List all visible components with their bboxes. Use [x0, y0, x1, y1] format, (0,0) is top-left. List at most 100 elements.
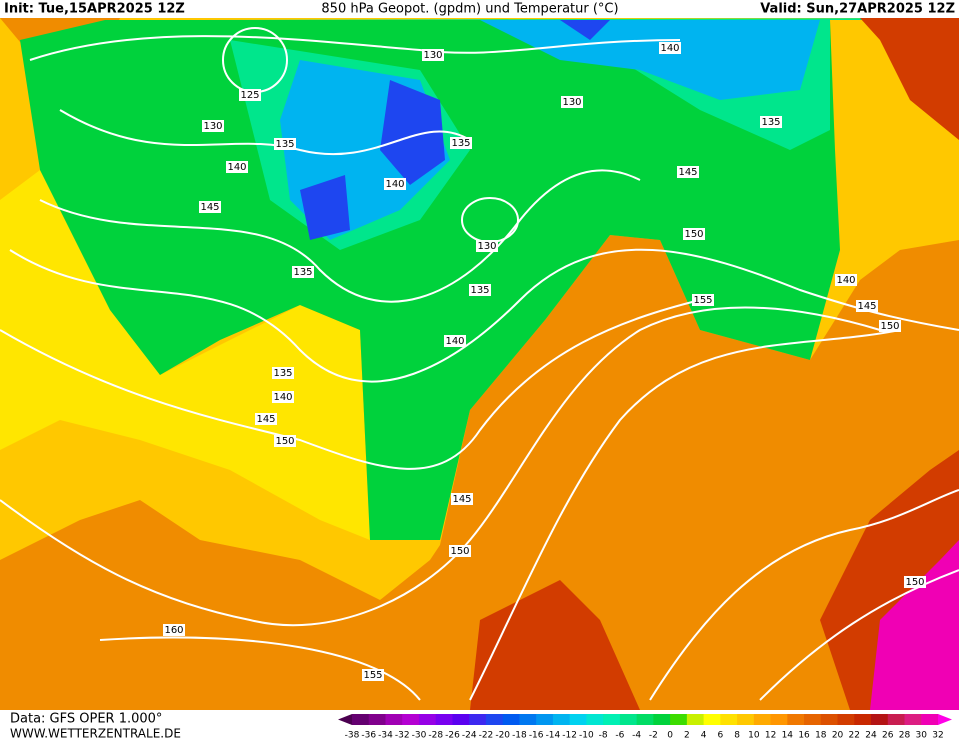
contour-label: 145	[857, 301, 876, 312]
contour-label: 135	[273, 368, 292, 379]
contour-label-box	[274, 435, 296, 447]
contour-label: 140	[445, 336, 464, 347]
colorbar-label: 28	[899, 731, 911, 741]
colorbar-swatch	[603, 714, 621, 725]
contour-label-box	[255, 413, 277, 425]
contour-label-box	[239, 89, 261, 101]
colorbar-label: -2	[649, 731, 658, 741]
colorbar: -38 -36 -34 -32 -30 -28 -26 -24 -22 -20 -18 -16 -14-…	[338, 714, 952, 741]
colorbar-label: -24	[462, 731, 477, 741]
colorbar-label: -22	[479, 731, 494, 741]
contour-label-box	[451, 493, 473, 505]
colorbar-swatch	[904, 714, 922, 725]
colorbar-swatch	[502, 714, 520, 725]
contour-label-box	[659, 42, 681, 54]
contour-labels: 1301251301351401451351401351301401351451…	[163, 42, 926, 681]
colorbar-swatch	[619, 714, 638, 725]
contour-label: 140	[227, 162, 246, 173]
contour-label: 150	[275, 436, 294, 447]
colorbar-label: 2	[684, 731, 690, 741]
contour-label-box	[692, 294, 714, 306]
colorbar-arrow	[338, 714, 352, 725]
colorbar-label: 6	[717, 731, 723, 741]
colorbar-label: -36	[361, 731, 376, 741]
website: WWW.WETTERZENTRALE.DE	[10, 727, 181, 741]
contour-label-box	[226, 161, 248, 173]
colorbar-swatch	[385, 714, 403, 725]
colorbar-swatch	[586, 714, 604, 725]
contour-label: 125	[240, 90, 259, 101]
colorbar-swatch	[820, 714, 839, 725]
contour-label: 140	[273, 392, 292, 403]
colorbar-swatch	[469, 714, 487, 725]
colorbar-swatch	[485, 714, 504, 725]
colorbar-swatch	[636, 714, 654, 725]
header-bar	[0, 0, 959, 18]
colorbar-swatch	[418, 714, 437, 725]
contour-label-box	[274, 138, 296, 150]
contour-label-box	[856, 300, 878, 312]
colorbar-swatch	[352, 714, 370, 725]
contour-label: 145	[256, 414, 275, 425]
contour-label-box	[904, 576, 926, 588]
colorbar-swatch	[452, 714, 470, 725]
contour-label-box	[469, 284, 491, 296]
contour-label: 135	[293, 267, 312, 278]
valid-time: Valid: Sun,27APR2025 12Z	[760, 2, 955, 17]
colorbar-label: -32	[395, 731, 410, 741]
colorbar-swatch	[921, 714, 939, 725]
contour-label: 155	[693, 295, 712, 306]
colorbar-label: -20	[495, 731, 510, 741]
contour-label: 140	[660, 43, 679, 54]
contour-label: 135	[451, 138, 470, 149]
contour-label-box	[561, 96, 583, 108]
colorbar-swatch	[737, 714, 755, 725]
colorbar-label: -4	[632, 731, 641, 741]
contour-label-box	[163, 624, 185, 636]
colorbar-swatch	[569, 714, 587, 725]
colorbar-swatch	[887, 714, 906, 725]
colorbar-swatch	[854, 714, 872, 725]
contour-label-box	[362, 669, 384, 681]
colorbar-label: -34	[378, 731, 393, 741]
colorbar-label: 22	[849, 731, 860, 741]
colorbar-swatch	[653, 714, 671, 725]
contour-label: 140	[836, 275, 855, 286]
colorbar-swatch	[804, 714, 822, 725]
contour-label-box	[292, 266, 314, 278]
contour-label: 130	[477, 241, 496, 252]
contour-label-box	[444, 335, 466, 347]
contour-label: 130	[203, 121, 222, 132]
colorbar-label: 26	[882, 731, 894, 741]
contour-label: 150	[880, 321, 899, 332]
colorbar-swatch	[871, 714, 889, 725]
contour-label: 145	[200, 202, 219, 213]
cyan-region	[280, 20, 820, 240]
contour-label-box	[476, 240, 498, 252]
colorbar-swatch	[435, 714, 453, 725]
colorbar-swatch	[703, 714, 721, 725]
colorbar-label: 4	[701, 731, 707, 741]
contour-label: 135	[275, 139, 294, 150]
colorbar-swatch	[552, 714, 571, 725]
colorbar-label: 10	[748, 731, 760, 741]
colorbar-label: -12	[562, 731, 577, 741]
colorbar-label: -6	[615, 731, 624, 741]
colorbar-label: -16	[529, 731, 544, 741]
colorbar-label: 24	[865, 731, 877, 741]
colorbar-swatch	[770, 714, 788, 725]
colorbar-label: -38	[345, 731, 360, 741]
contour-label: 130	[423, 50, 442, 61]
colorbar-label: 32	[932, 731, 943, 741]
contour-label-box	[384, 178, 406, 190]
contour-label: 145	[452, 494, 471, 505]
contour-label: 150	[450, 546, 469, 557]
colorbar-label: -30	[412, 731, 427, 741]
colorbar-label: 14	[782, 731, 794, 741]
colorbar-swatch	[670, 714, 688, 725]
colorbar-swatch	[837, 714, 855, 725]
colorbar-label: -18	[512, 731, 527, 741]
colorbar-label: 0	[667, 731, 673, 741]
contour-label-box	[272, 367, 294, 379]
